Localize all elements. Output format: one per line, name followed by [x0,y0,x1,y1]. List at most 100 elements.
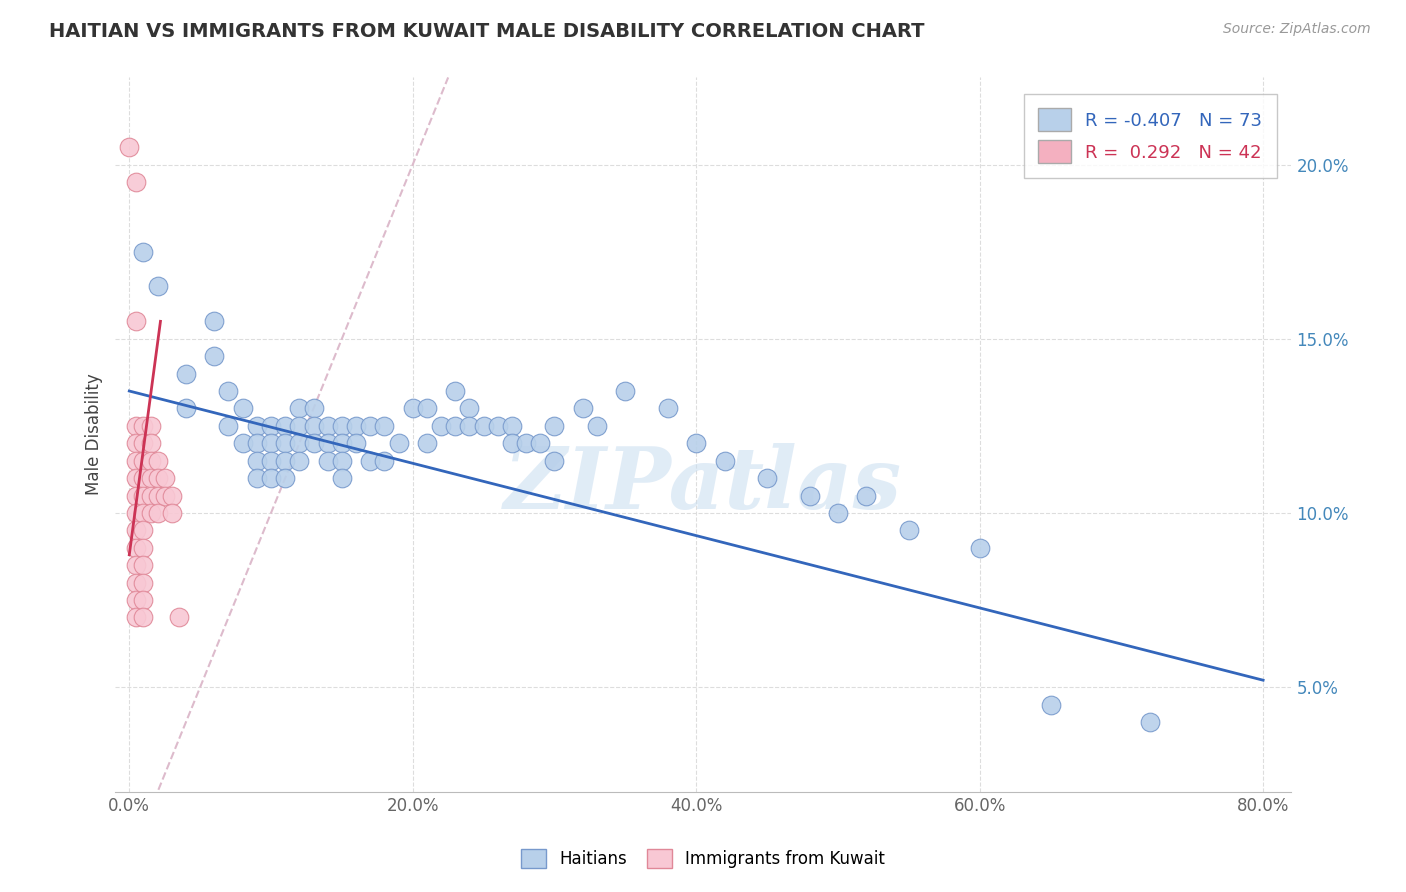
Point [139,489,162,503]
Point [202,314,225,328]
Point [146,489,169,503]
Point [260,471,283,485]
Point [302,401,325,416]
Point [132,506,155,520]
Point [344,418,367,433]
Point [416,436,439,450]
Point [486,418,509,433]
Point [756,471,779,485]
Point [132,418,155,433]
Point [125,558,148,573]
Point [125,453,148,467]
Text: HAITIAN VS IMMIGRANTS FROM KUWAIT MALE DISABILITY CORRELATION CHART: HAITIAN VS IMMIGRANTS FROM KUWAIT MALE D… [49,22,925,41]
Point [827,506,849,520]
Point [316,436,339,450]
Point [572,401,595,416]
Point [139,453,162,467]
Point [472,418,495,433]
Text: Source: ZipAtlas.com: Source: ZipAtlas.com [1223,22,1371,37]
Point [218,418,240,433]
Point [359,453,381,467]
Point [132,244,155,259]
Point [359,418,381,433]
Point [132,593,155,607]
Point [543,453,565,467]
Point [125,524,148,538]
Point [160,506,183,520]
Point [125,314,148,328]
Point [125,489,148,503]
Point [146,453,169,467]
Point [330,436,353,450]
Point [132,541,155,555]
Point [132,610,155,624]
Point [232,401,254,416]
Point [132,558,155,573]
Point [713,453,735,467]
Point [274,436,297,450]
Point [614,384,637,398]
Point [146,506,169,520]
Point [246,471,269,485]
Point [515,436,537,450]
Point [125,175,148,189]
Point [316,453,339,467]
Point [1039,698,1062,712]
Point [274,471,297,485]
Point [174,401,197,416]
Point [373,453,395,467]
Point [132,489,155,503]
Point [330,453,353,467]
Point [139,471,162,485]
Point [246,418,269,433]
Point [969,541,991,555]
Legend: Haitians, Immigrants from Kuwait: Haitians, Immigrants from Kuwait [515,842,891,875]
Point [260,453,283,467]
Point [330,418,353,433]
Point [218,384,240,398]
Point [444,384,467,398]
Point [125,436,148,450]
Point [444,418,467,433]
Point [416,401,439,416]
Point [125,471,148,485]
Point [153,489,176,503]
Point [132,471,155,485]
Legend: R = -0.407   N = 73, R =  0.292   N = 42: R = -0.407 N = 73, R = 0.292 N = 42 [1024,94,1277,178]
Point [529,436,551,450]
Point [458,418,481,433]
Point [1139,714,1161,729]
Point [146,279,169,293]
Point [125,541,148,555]
Point [373,418,395,433]
Point [274,418,297,433]
Point [302,418,325,433]
Point [260,418,283,433]
Point [132,436,155,450]
Point [387,436,409,450]
Point [685,436,707,450]
Point [246,453,269,467]
Point [657,401,679,416]
Point [125,610,148,624]
Point [543,418,565,433]
Point [855,489,877,503]
Point [125,593,148,607]
Point [139,506,162,520]
Point [586,418,609,433]
Point [288,453,311,467]
Point [402,401,425,416]
Point [167,610,190,624]
Point [246,436,269,450]
Point [458,401,481,416]
Point [897,524,920,538]
Point [288,436,311,450]
Point [153,471,176,485]
Text: ZIPatlas: ZIPatlas [505,442,903,526]
Point [132,524,155,538]
Point [132,453,155,467]
Point [125,418,148,433]
Point [330,471,353,485]
Point [344,436,367,450]
Point [146,471,169,485]
